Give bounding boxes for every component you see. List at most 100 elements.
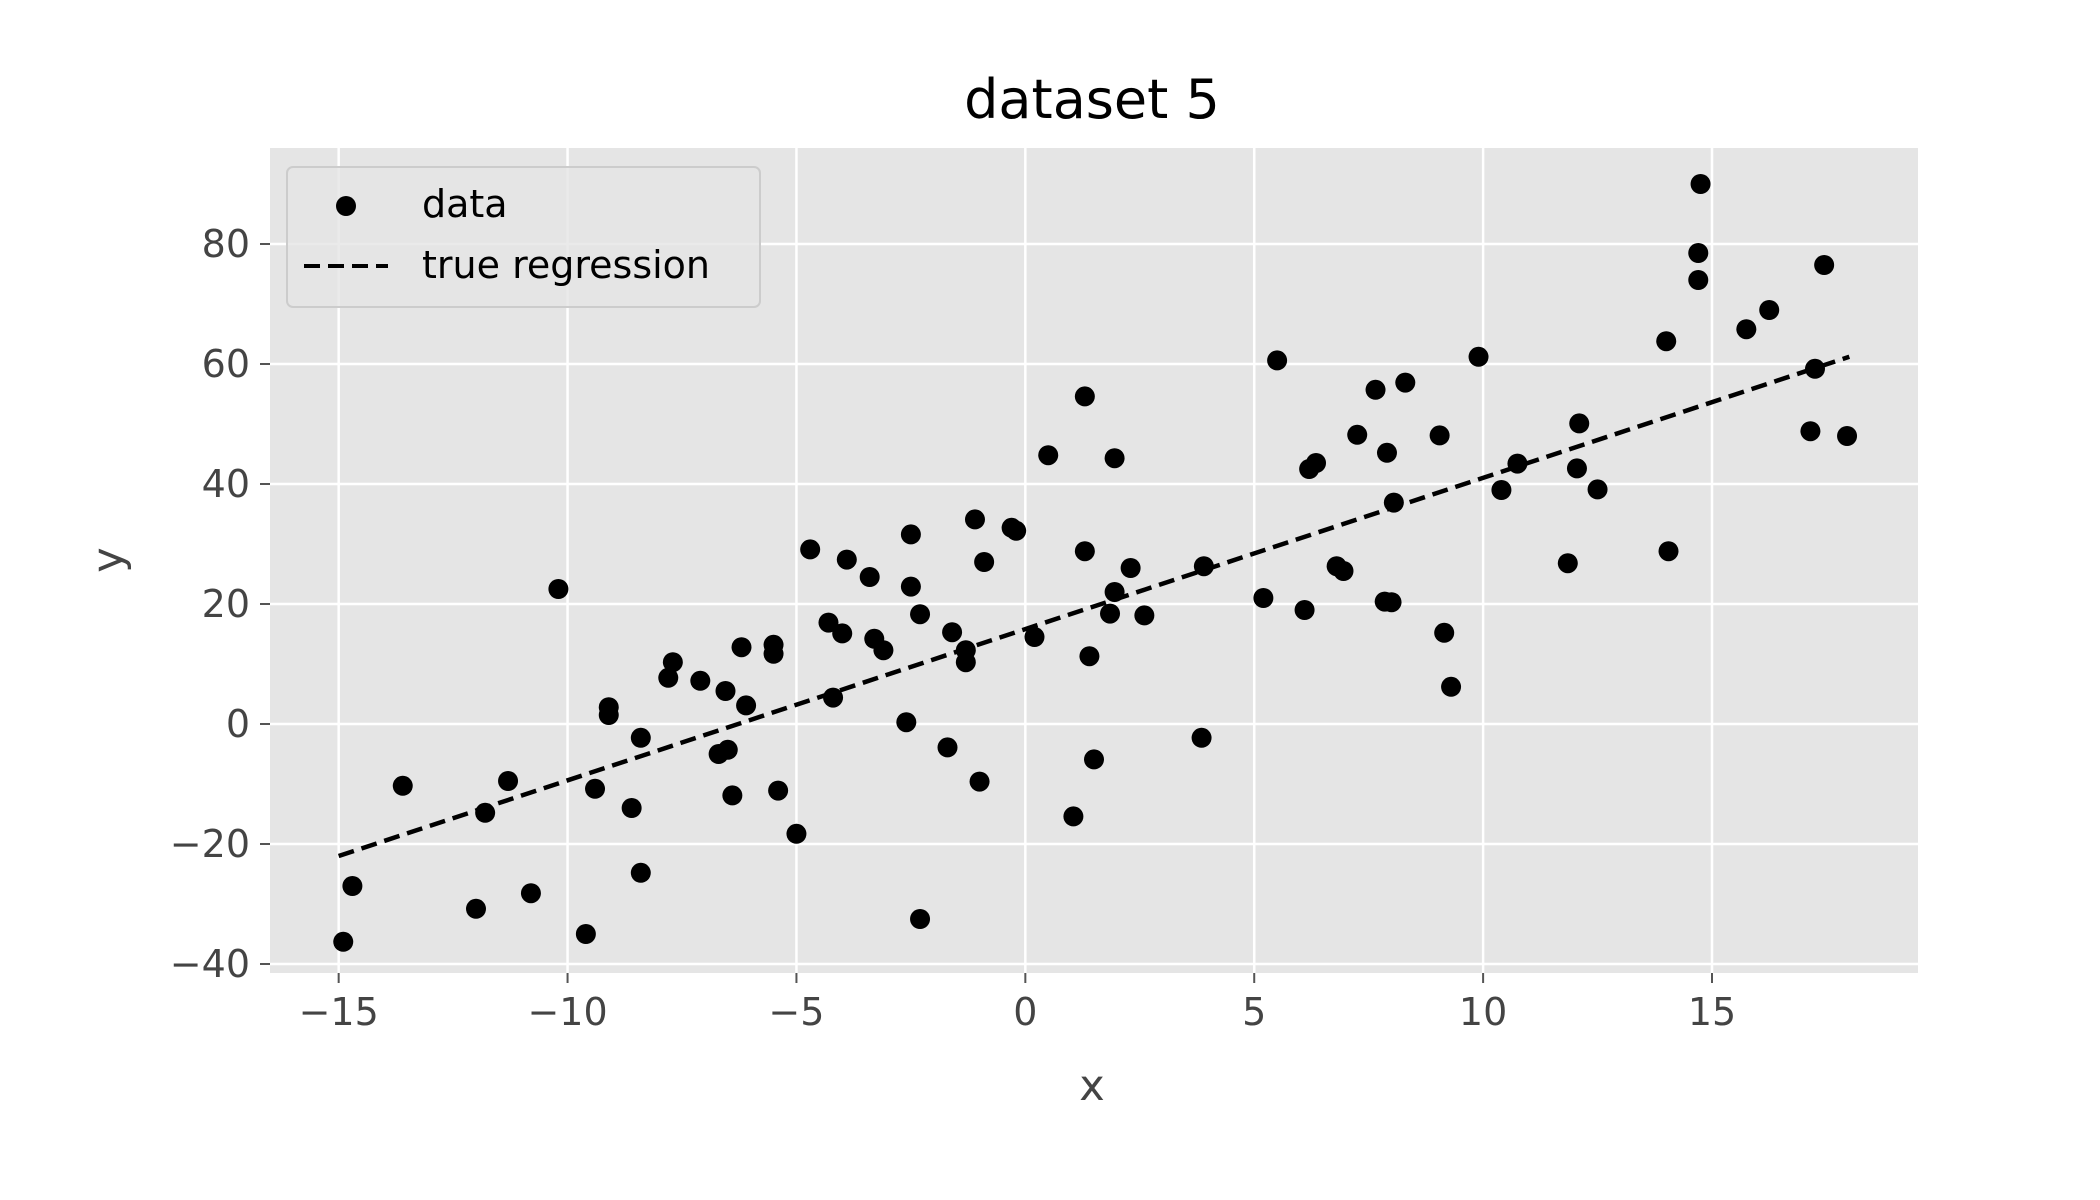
data-point — [1805, 358, 1825, 379]
y-tick-label: 0 — [226, 702, 250, 746]
data-point — [1253, 588, 1274, 608]
legend-label-true-regression: true regression — [422, 243, 710, 287]
x-tick-label: 5 — [1242, 990, 1266, 1034]
data-point — [763, 643, 784, 664]
data-point — [1429, 425, 1450, 446]
x-axis-label: x — [1079, 1061, 1104, 1111]
data-point — [598, 705, 619, 725]
y-tick-label: −20 — [170, 822, 250, 866]
x-tick-label: −5 — [768, 990, 824, 1034]
data-point — [1658, 541, 1679, 562]
data-point — [768, 780, 789, 801]
legend-label-data: data — [422, 182, 508, 226]
data-point — [832, 623, 853, 644]
data-point — [1736, 319, 1757, 340]
data-point — [1800, 421, 1821, 442]
x-tick-label: 10 — [1459, 990, 1507, 1034]
data-point — [1347, 424, 1368, 445]
data-point — [823, 687, 844, 708]
data-point — [974, 552, 995, 572]
data-point — [1100, 603, 1121, 624]
data-point — [896, 712, 917, 733]
data-point — [964, 509, 985, 530]
legend-marker-data — [336, 196, 356, 216]
data-point — [1074, 541, 1095, 562]
data-point — [1491, 480, 1512, 500]
data-point — [910, 604, 931, 625]
data-point — [1395, 372, 1416, 393]
data-point — [342, 876, 363, 896]
data-point — [1079, 646, 1100, 667]
data-point — [1063, 806, 1084, 827]
data-point — [1024, 627, 1045, 647]
data-point — [717, 739, 738, 760]
data-point — [1333, 561, 1354, 581]
data-point — [658, 667, 679, 688]
y-axis-label: y — [83, 547, 133, 572]
data-point — [1191, 727, 1212, 748]
data-point — [731, 637, 752, 658]
data-point — [1383, 492, 1404, 513]
data-point — [1193, 556, 1214, 577]
data-point — [585, 778, 606, 799]
y-tick-label: −40 — [170, 942, 250, 986]
regression-line-group — [337, 354, 1851, 859]
data-point — [736, 695, 757, 716]
data-point — [662, 652, 683, 673]
data-point — [969, 771, 990, 792]
data-point — [1084, 749, 1104, 770]
data-point — [873, 640, 894, 661]
x-tick-label: 0 — [1013, 990, 1037, 1034]
data-point — [1690, 174, 1711, 194]
data-point — [1365, 379, 1386, 400]
true-regression-line — [337, 354, 1851, 859]
data-point — [818, 612, 839, 633]
data-point — [715, 681, 736, 701]
data-point — [630, 727, 651, 748]
data-point — [690, 670, 711, 691]
data-point — [1814, 255, 1835, 275]
data-point — [1134, 605, 1155, 626]
chart-title: dataset 5 — [964, 68, 1220, 131]
y-tick-label: 80 — [202, 222, 250, 266]
data-point — [333, 931, 354, 952]
data-point — [1837, 426, 1858, 446]
data-point — [786, 823, 807, 844]
data-point — [1587, 479, 1608, 500]
data-point — [575, 924, 596, 944]
legend-box — [286, 166, 761, 308]
data-point — [1557, 553, 1578, 574]
data-point — [1306, 453, 1327, 473]
data-point — [800, 539, 821, 560]
data-point — [1569, 413, 1590, 434]
data-point — [1120, 558, 1141, 578]
data-point — [859, 567, 880, 587]
y-axis-ticks: −40 −20 0 20 40 60 80 — [170, 222, 270, 986]
x-tick-label: −15 — [299, 990, 379, 1034]
grid — [270, 148, 1918, 973]
x-axis-ticks: −15 −10 −5 0 5 10 15 — [299, 973, 1736, 1034]
data-point — [836, 549, 857, 570]
y-tick-label: 40 — [202, 462, 250, 506]
data-point — [630, 862, 651, 883]
data-point — [942, 622, 963, 643]
data-point — [1759, 300, 1780, 320]
data-point — [1434, 622, 1455, 643]
data-point — [1104, 448, 1125, 469]
data-point — [910, 909, 931, 929]
data-point — [1294, 600, 1315, 620]
data-point — [955, 652, 976, 673]
data-point — [1688, 270, 1709, 290]
data-point — [1566, 458, 1587, 479]
x-tick-label: 15 — [1688, 990, 1736, 1034]
data-point — [1688, 243, 1709, 263]
data-point — [1381, 592, 1402, 613]
x-tick-label: −10 — [527, 990, 607, 1034]
data-point — [1267, 350, 1288, 371]
legend: data true regression — [286, 166, 761, 308]
data-point — [1376, 442, 1397, 463]
data-point — [621, 798, 642, 818]
data-point — [1038, 445, 1059, 466]
data-point — [1074, 386, 1095, 407]
